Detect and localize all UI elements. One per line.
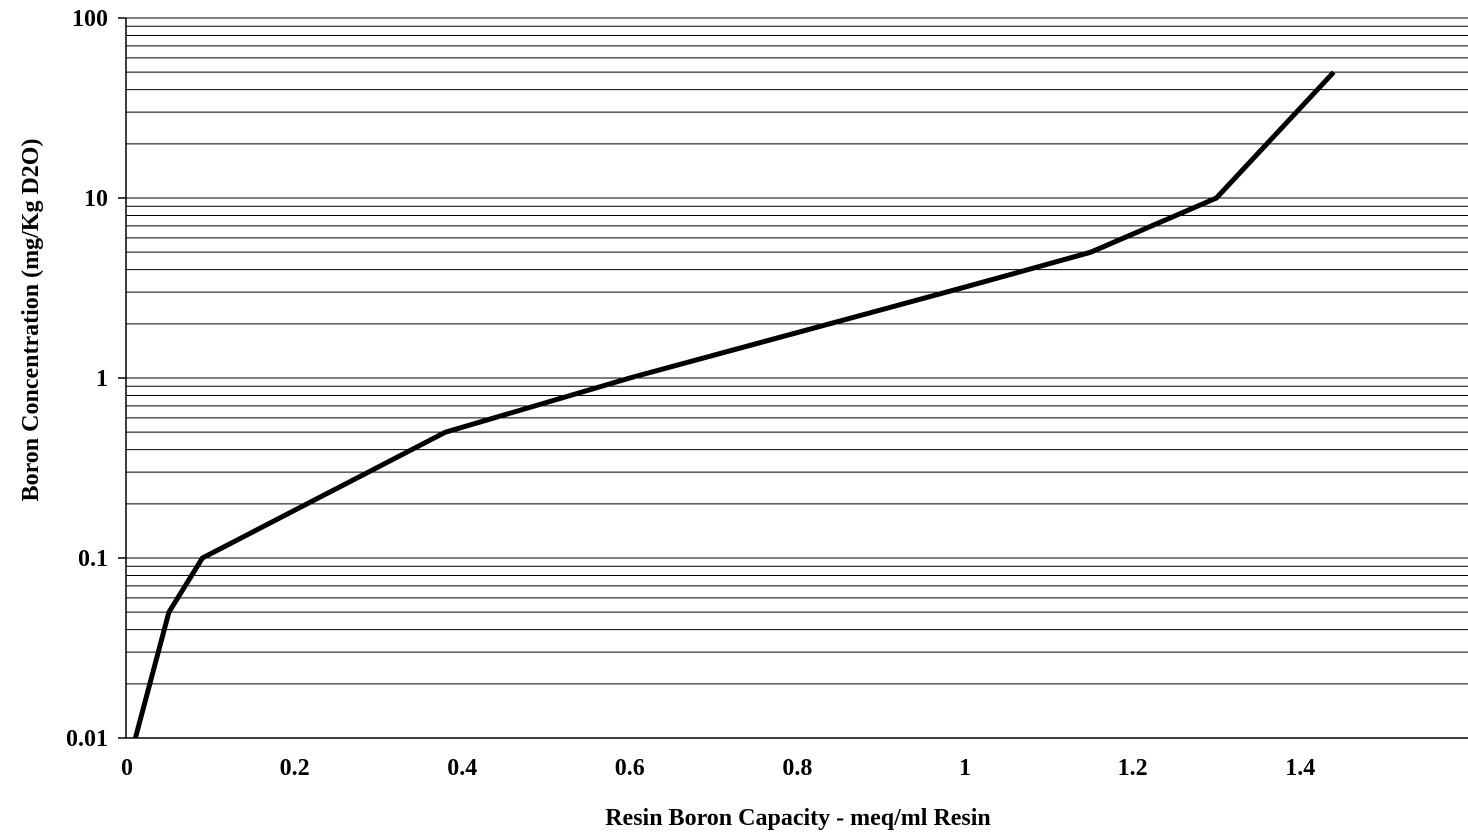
series-line	[132, 70, 1336, 739]
x-tick-label: 0	[121, 755, 133, 781]
y-axis-title: Boron Concentration (mg/Kg D2O)	[18, 139, 44, 502]
x-tick-label: 1.2	[1118, 755, 1148, 781]
x-tick-label: 0.4	[447, 755, 477, 781]
x-tick-label: 1	[959, 755, 971, 781]
x-tick-label: 0.2	[280, 755, 310, 781]
x-tick-label: 0.8	[782, 755, 812, 781]
y-tick-label: 1	[96, 366, 108, 392]
y-tick-label: 10	[84, 186, 108, 212]
x-tick-label: 0.6	[615, 755, 645, 781]
y-axis-tick-labels: 0.01 0.1 1 10 100	[66, 6, 126, 752]
y-tick-label: 0.1	[78, 546, 108, 572]
y-tick-label: 0.01	[66, 726, 108, 752]
x-axis-title: Resin Boron Capacity - meq/ml Resin	[605, 805, 991, 831]
y-tick-label: 100	[72, 6, 108, 32]
x-tick-label: 1.4	[1285, 755, 1315, 781]
x-axis-tick-labels: 0 0.2 0.4 0.6 0.8 1 1.2 1.4	[121, 755, 1315, 781]
series-layer	[132, 70, 1336, 739]
grid-lines	[126, 17, 1468, 739]
